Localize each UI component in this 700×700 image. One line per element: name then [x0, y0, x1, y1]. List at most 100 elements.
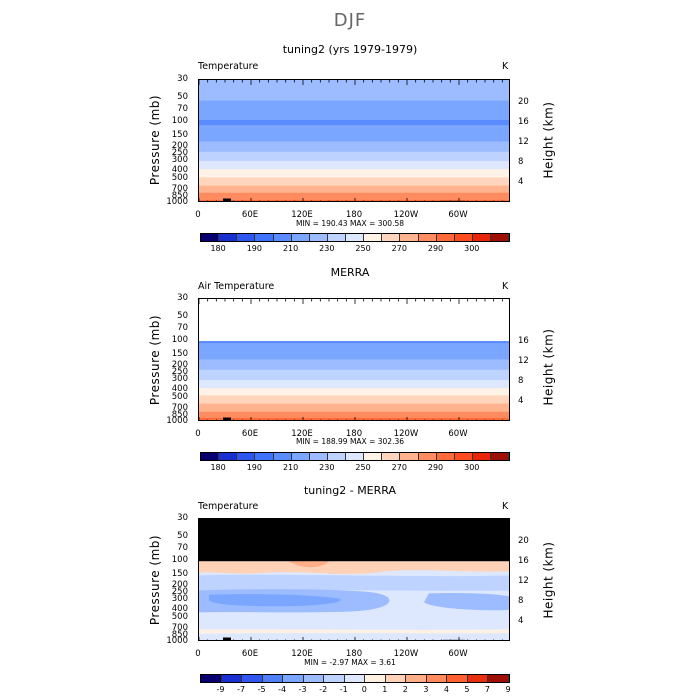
contour-band	[199, 341, 509, 343]
contour-band	[199, 400, 509, 403]
colorbar-label: 180	[210, 244, 226, 253]
colorbar-swatch	[327, 453, 346, 460]
colorbar-label: 230	[319, 463, 335, 472]
colorbar-swatch	[472, 234, 491, 241]
contour-band	[199, 169, 509, 171]
x-tick-label: 0	[195, 429, 201, 439]
contour-band	[199, 388, 509, 390]
colorbar	[200, 674, 510, 683]
contour-band	[199, 95, 509, 97]
panel-title: tuning2 (yrs 1979-1979)	[282, 43, 418, 56]
colorbar-label: -1	[339, 685, 348, 694]
y-tick-label: 1000	[166, 416, 188, 426]
contour-band	[199, 82, 509, 84]
y-tick-label-right: 16	[518, 555, 529, 566]
contour-band	[199, 374, 509, 377]
contour-band	[199, 367, 509, 370]
y-axis-label-right: Height (km)	[541, 328, 556, 406]
y-tick-label: 400	[171, 603, 188, 614]
contour-band	[199, 114, 509, 117]
contour-band	[199, 419, 509, 420]
colorbar-swatch	[491, 234, 510, 241]
colorbar-swatch	[364, 453, 383, 460]
contour-band	[199, 112, 509, 115]
colorbar-label: 290	[427, 244, 444, 253]
difference-field	[199, 519, 509, 640]
y-tick-label-right: 4	[518, 176, 524, 187]
contour-band	[199, 104, 509, 107]
contour-band	[199, 404, 509, 407]
missing-data-mask	[199, 519, 509, 562]
contour-band	[199, 180, 509, 183]
contour-band	[199, 398, 509, 401]
contour-band	[199, 137, 509, 140]
colorbar-swatch	[426, 675, 448, 682]
y-tick-label: 400	[171, 164, 188, 175]
colorbar-label: 300	[464, 463, 480, 472]
x-tick-label: 60E	[241, 429, 259, 439]
contour-band	[199, 111, 509, 114]
contour-band	[199, 348, 509, 350]
colorbar-swatch	[365, 675, 386, 682]
heatmap-plot	[198, 79, 510, 202]
colorbar-label: 290	[427, 463, 444, 472]
contour-band	[199, 151, 509, 154]
colorbar-label: 7	[484, 685, 490, 694]
colorbar-swatch	[447, 675, 468, 682]
contour-band	[199, 184, 509, 187]
contour-band	[199, 347, 509, 349]
y-tick-label: 150	[171, 349, 188, 360]
contour-band	[199, 191, 509, 194]
colorbar-label: 250	[355, 463, 371, 472]
x-tick-label: 120E	[291, 429, 313, 439]
contour-band	[199, 405, 509, 408]
panel-title: MERRA	[330, 266, 370, 279]
colorbar-label: 5	[464, 685, 470, 694]
y-tick-label: 250	[171, 148, 188, 159]
contour-band	[199, 391, 509, 393]
y-tick-label: 500	[171, 611, 188, 622]
contour-band	[199, 350, 509, 352]
contour-band	[199, 410, 509, 413]
contour-band	[199, 101, 509, 104]
contour-band	[199, 199, 509, 201]
colorbar-swatch	[255, 234, 274, 241]
y-tick-label: 700	[171, 403, 188, 414]
x-tick-label: 60E	[241, 649, 259, 659]
contour-band	[199, 81, 509, 83]
topography-block	[443, 639, 465, 640]
contour-band	[199, 109, 509, 112]
colorbar-swatch	[324, 675, 345, 682]
x-tick-label: 60W	[448, 429, 468, 439]
colorbar-label: -3	[298, 685, 307, 694]
colorbar-label: 190	[246, 244, 262, 253]
contour-band	[199, 97, 509, 100]
contour-band	[199, 83, 509, 85]
contour-band	[199, 167, 509, 169]
colorbar-label: 300	[464, 244, 480, 253]
contour-band	[199, 177, 509, 179]
y-tick-label: 30	[177, 74, 188, 84]
contour-band	[199, 377, 509, 380]
y-tick-label: 300	[171, 373, 188, 384]
contour-band	[199, 384, 509, 386]
contour-band	[199, 136, 509, 138]
y-tick-label: 700	[171, 184, 188, 195]
contour-band	[199, 416, 509, 419]
contour-band	[199, 360, 509, 363]
contour-band	[199, 92, 509, 94]
contour-band	[199, 371, 509, 374]
temperature-field	[199, 80, 509, 201]
contour-band	[199, 185, 509, 188]
contour-band	[199, 171, 509, 173]
contour-band	[199, 149, 509, 152]
contour-band	[199, 368, 509, 371]
y-tick-label-right: 16	[518, 116, 529, 127]
y-tick-label: 850	[171, 630, 188, 641]
colorbar-label: 190	[246, 463, 262, 472]
min-max-readout: MIN = 188.99 MAX = 302.36	[295, 437, 404, 446]
x-tick-label: 180	[345, 210, 363, 220]
contour-band	[199, 105, 509, 108]
variable-label: Air Temperature	[198, 281, 275, 292]
y-tick-label-right: 8	[518, 156, 524, 167]
